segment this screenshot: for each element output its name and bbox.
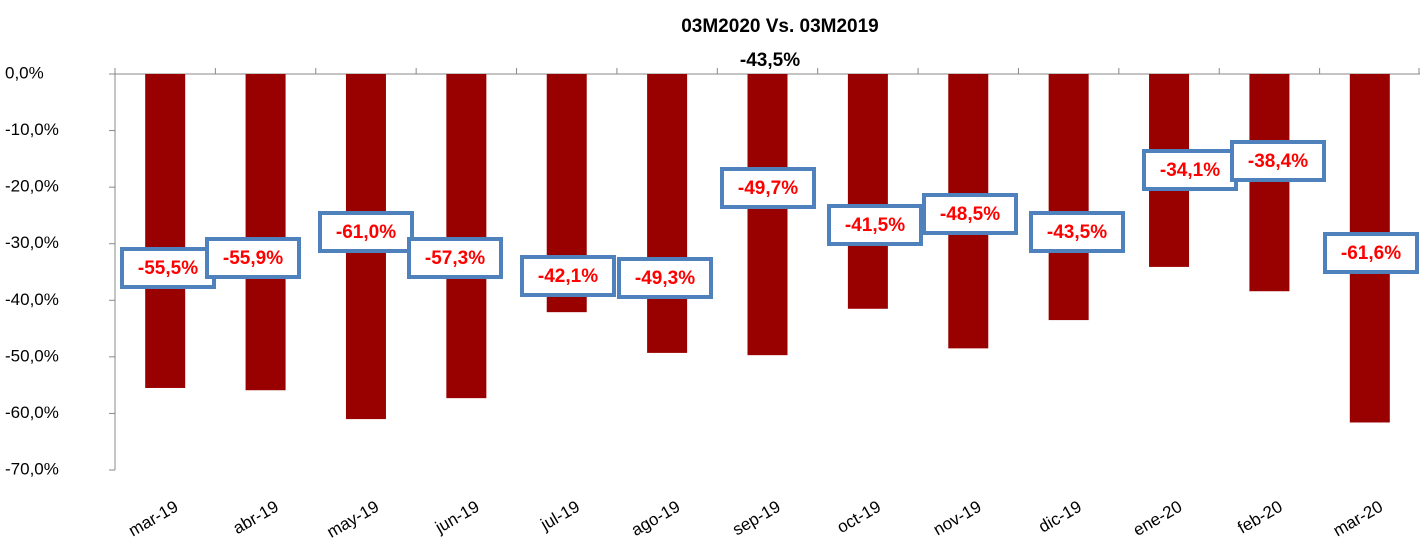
value-label-box bbox=[120, 247, 216, 289]
value-label-box bbox=[1029, 211, 1125, 253]
bar bbox=[1048, 74, 1089, 321]
x-tick-label: ago-19 bbox=[628, 497, 683, 540]
value-label-box bbox=[827, 204, 923, 246]
value-label-box bbox=[1323, 232, 1419, 274]
value-label: -61,0% bbox=[336, 222, 396, 243]
value-label: -49,7% bbox=[738, 178, 798, 199]
value-label-box bbox=[1142, 149, 1238, 191]
x-tick-label: feb-20 bbox=[1234, 497, 1285, 538]
x-tick-label: nov-19 bbox=[930, 497, 985, 539]
value-label: -55,5% bbox=[138, 258, 198, 279]
value-label: -43,5% bbox=[1047, 222, 1107, 243]
chart-title: 03M2020 Vs. 03M2019 bbox=[681, 16, 879, 37]
x-tick-label: ene-20 bbox=[1130, 497, 1185, 540]
value-label-box bbox=[617, 257, 713, 299]
bar bbox=[145, 74, 186, 388]
value-label-box bbox=[318, 211, 414, 253]
y-tick-label: -20,0% bbox=[5, 177, 59, 196]
x-tick-label: jun-19 bbox=[431, 497, 482, 538]
value-label-box bbox=[720, 167, 816, 209]
value-label-box bbox=[407, 237, 503, 279]
y-tick-label: -30,0% bbox=[5, 233, 59, 252]
x-tick-label: abr-19 bbox=[230, 497, 282, 538]
y-tick-label: -50,0% bbox=[5, 346, 59, 365]
bar bbox=[1249, 74, 1290, 292]
value-label-box bbox=[520, 255, 616, 297]
value-label-box bbox=[205, 237, 301, 279]
value-label: -55,9% bbox=[223, 248, 283, 269]
x-tick-label: mar-19 bbox=[125, 497, 181, 540]
value-label: -48,5% bbox=[940, 204, 1000, 225]
y-tick-label: -70,0% bbox=[5, 459, 59, 478]
x-tick-label: dic-19 bbox=[1035, 497, 1085, 537]
value-label-box bbox=[1230, 140, 1326, 182]
x-tick-label: may-19 bbox=[324, 497, 383, 542]
chart-subtitle: -43,5% bbox=[740, 50, 800, 71]
value-label: -34,1% bbox=[1160, 160, 1220, 181]
value-label: -42,1% bbox=[538, 266, 598, 287]
y-tick-label: 0,0% bbox=[5, 63, 44, 82]
value-label: -49,3% bbox=[635, 268, 695, 289]
x-tick-label: jul-19 bbox=[537, 497, 583, 535]
value-label: -61,6% bbox=[1341, 243, 1401, 264]
value-label-box bbox=[922, 193, 1018, 235]
bar bbox=[446, 74, 487, 399]
bar bbox=[245, 74, 286, 391]
bar bbox=[647, 74, 688, 353]
y-tick-label: -40,0% bbox=[5, 290, 59, 309]
y-tick-label: -10,0% bbox=[5, 120, 59, 139]
y-tick-label: -60,0% bbox=[5, 403, 59, 422]
value-label: -38,4% bbox=[1248, 151, 1308, 172]
value-label: -41,5% bbox=[845, 215, 905, 236]
x-tick-label: mar-20 bbox=[1330, 497, 1386, 540]
x-tick-label: sep-19 bbox=[729, 497, 784, 539]
x-tick-label: oct-19 bbox=[834, 497, 884, 537]
bar bbox=[747, 74, 788, 356]
value-label: -57,3% bbox=[425, 248, 485, 269]
bar bbox=[847, 74, 888, 309]
